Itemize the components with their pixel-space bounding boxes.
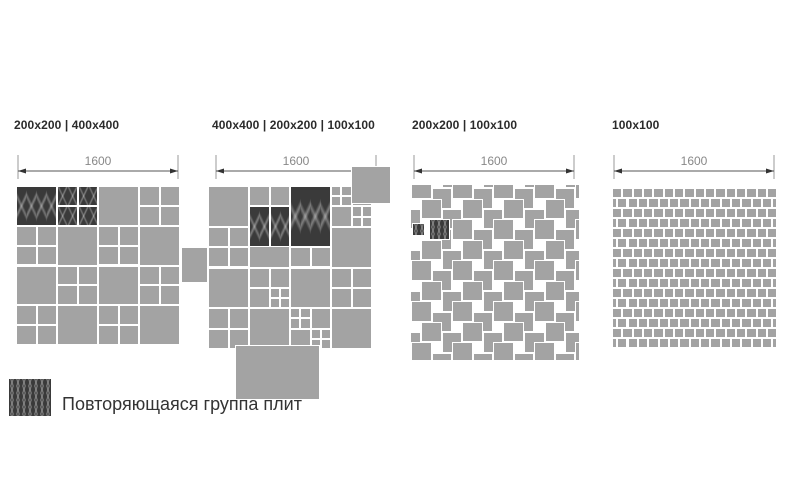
svg-text:1600: 1600 <box>85 154 112 168</box>
svg-text:1600: 1600 <box>481 154 508 168</box>
svg-text:1600: 1600 <box>283 154 310 168</box>
svg-text:1600: 1600 <box>681 154 708 168</box>
